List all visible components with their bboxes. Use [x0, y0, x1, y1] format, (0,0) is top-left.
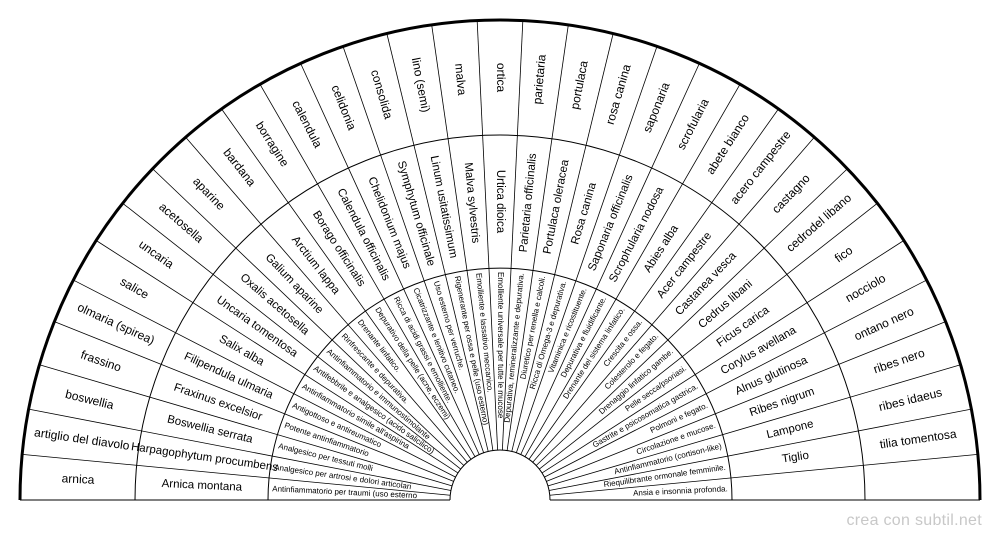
common-name-label: fico	[832, 243, 856, 265]
segment-divider	[54, 321, 454, 482]
segment-divider	[539, 202, 878, 470]
segment-divider	[549, 453, 978, 496]
use-description-label: Emolliente universale per tutte le mucos…	[496, 272, 505, 419]
segment-divider	[95, 240, 459, 474]
segment-divider	[532, 136, 815, 463]
common-name-label: artiglio del diavolo	[33, 425, 130, 453]
common-name-label: consolida	[368, 68, 396, 121]
common-name-label: bardana	[220, 146, 258, 190]
inner-arc	[267, 267, 733, 501]
use-description-label: Ansia e insonnia profonda.	[633, 484, 728, 498]
latin-name-label: Portulaca oleracea	[542, 158, 572, 255]
middle-arc	[134, 134, 866, 501]
common-name-label: borragine	[253, 119, 292, 169]
latin-name-label: Ribes nigrum	[748, 386, 816, 419]
common-name-label: castagno	[769, 171, 813, 216]
hub-arc	[449, 449, 551, 501]
segment-divider	[28, 408, 451, 491]
segment-divider	[524, 84, 741, 457]
common-name-label: lino (semi)	[409, 56, 433, 113]
segment-divider	[185, 136, 468, 463]
segment-divider	[259, 84, 476, 457]
segment-divider	[476, 20, 499, 451]
common-name-label: parietaria	[530, 53, 549, 104]
footer-credit: crea con subtil.net	[846, 512, 982, 529]
latin-name-label: Parietaria officinalis	[518, 153, 539, 253]
segment-divider	[386, 33, 489, 452]
latin-name-label: Tiglio	[781, 450, 809, 466]
segment-divider	[73, 279, 456, 478]
common-name-label: ribes idaeus	[877, 385, 943, 414]
segment-divider	[520, 63, 700, 455]
common-name-label: nocciolo	[843, 271, 888, 305]
segment-divider	[22, 453, 451, 496]
segment-divider	[544, 279, 927, 478]
latin-name-label: Lampone	[765, 418, 814, 441]
latin-name-label: Uncaria tomentosa	[214, 294, 300, 360]
common-name-label: malva	[452, 63, 469, 97]
latin-name-label: Urtica dioica	[494, 170, 506, 234]
latin-name-label: Boswellia serrata	[166, 414, 255, 446]
common-name-label: ribes nero	[871, 346, 926, 377]
latin-name-label: Salix alba	[217, 333, 267, 369]
segment-divider	[541, 240, 905, 474]
segment-divider	[300, 63, 480, 455]
common-name-label: boswellia	[64, 387, 116, 412]
segment-divider	[221, 108, 472, 460]
common-name-label: abete bianco	[703, 111, 752, 177]
common-name-label: arnica	[61, 471, 95, 487]
segment-divider	[506, 24, 569, 451]
segment-divider	[535, 168, 848, 466]
common-name-label: uncaria	[136, 237, 176, 271]
segment-divider	[515, 46, 658, 453]
segment-divider	[342, 46, 485, 453]
common-name-label: saponaria	[640, 80, 673, 134]
common-name-label: frassino	[79, 348, 124, 375]
common-name-label: rosa canina	[603, 62, 634, 126]
common-name-label: portulaca	[568, 59, 591, 110]
segment-divider	[547, 364, 961, 487]
common-name-label: olmaria (spirea)	[75, 300, 157, 347]
segment-divider	[39, 364, 453, 487]
common-name-label: acetosella	[156, 200, 206, 246]
outer-arc	[18, 18, 982, 501]
segment-divider	[152, 168, 465, 466]
latin-name-label: Malva sylvestris	[462, 162, 482, 244]
fan-labels: arnica Arnica montana Antinfiammatorio per…	[33, 53, 957, 500]
common-name-label: tilia tomentosa	[879, 427, 958, 452]
common-name-label: ortica	[494, 63, 508, 93]
segment-divider	[549, 408, 972, 491]
segment-divider	[431, 24, 494, 451]
segment-divider	[528, 108, 779, 460]
segment-divider	[546, 321, 946, 482]
latin-name-label: Arnica montana	[161, 478, 243, 494]
fan-grid-lines	[18, 18, 982, 501]
common-name-label: celidonia	[328, 83, 359, 132]
segment-divider	[511, 33, 614, 452]
common-name-label: salice	[118, 274, 152, 302]
latin-name-label: Rosa canina	[569, 181, 599, 246]
segment-divider	[122, 202, 461, 470]
segment-divider	[501, 20, 524, 451]
latin-name-label: Harpagophytum procumbens	[130, 441, 279, 474]
latin-name-label: Linum usitatissimum	[428, 155, 459, 260]
